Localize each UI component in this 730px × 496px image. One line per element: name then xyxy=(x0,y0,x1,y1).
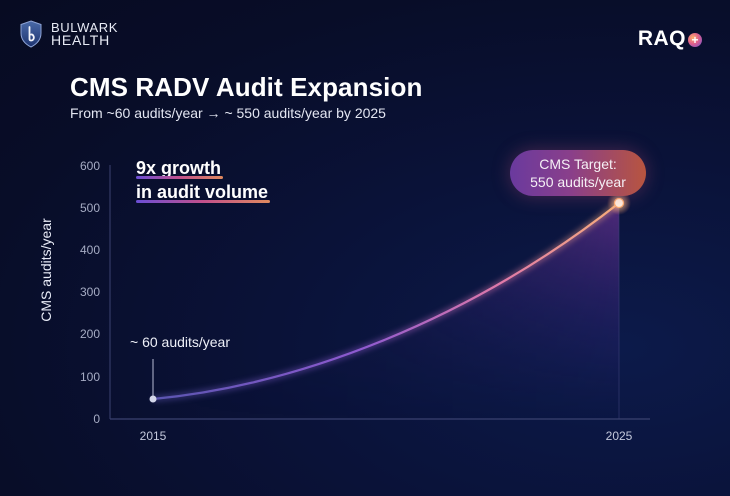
partner-name: RAQ xyxy=(637,27,686,50)
page-title: CMS RADV Audit Expansion xyxy=(70,72,423,102)
x-tick-2025: 2025 xyxy=(605,429,633,443)
y-axis-label: CMS audits/year xyxy=(38,218,54,322)
end-point xyxy=(613,197,625,209)
brand-name-line2: HEALTH xyxy=(51,32,110,48)
y-tick-400: 400 xyxy=(79,243,100,257)
y-tick-200: 200 xyxy=(79,327,100,341)
shield-icon xyxy=(20,20,42,48)
brand-logo: BULWARK HEALTH xyxy=(19,20,118,48)
y-tick-300: 300 xyxy=(79,285,100,299)
page-subtitle: From ~60 audits/year → ~ 550 audits/year… xyxy=(70,105,386,121)
x-tick-2015: 2015 xyxy=(139,429,167,443)
growth-curve xyxy=(151,201,621,401)
start-point xyxy=(149,395,157,403)
plus-orb-icon: + xyxy=(688,33,702,47)
y-tick-500: 500 xyxy=(79,201,100,215)
growth-callout-line1: 9x growth xyxy=(136,158,224,179)
target-callout-line2: 550 audits/year xyxy=(530,174,626,190)
target-callout-line1: CMS Target: xyxy=(539,156,617,172)
partner-logo: RAQ + xyxy=(638,27,702,51)
y-tick-100: 100 xyxy=(79,370,100,384)
target-callout: CMS Target: 550 audits/year xyxy=(510,150,646,196)
y-tick-600: 600 xyxy=(79,159,100,173)
growth-callout: 9x growth in audit volume xyxy=(136,156,271,204)
growth-callout-line2: in audit volume xyxy=(136,182,271,203)
y-tick-0: 0 xyxy=(93,412,100,426)
area-glow xyxy=(153,203,619,419)
brand-name: BULWARK HEALTH xyxy=(51,21,118,47)
start-callout: ~ 60 audits/year xyxy=(130,334,231,350)
brand-name-line1: BULWARK xyxy=(51,20,119,35)
